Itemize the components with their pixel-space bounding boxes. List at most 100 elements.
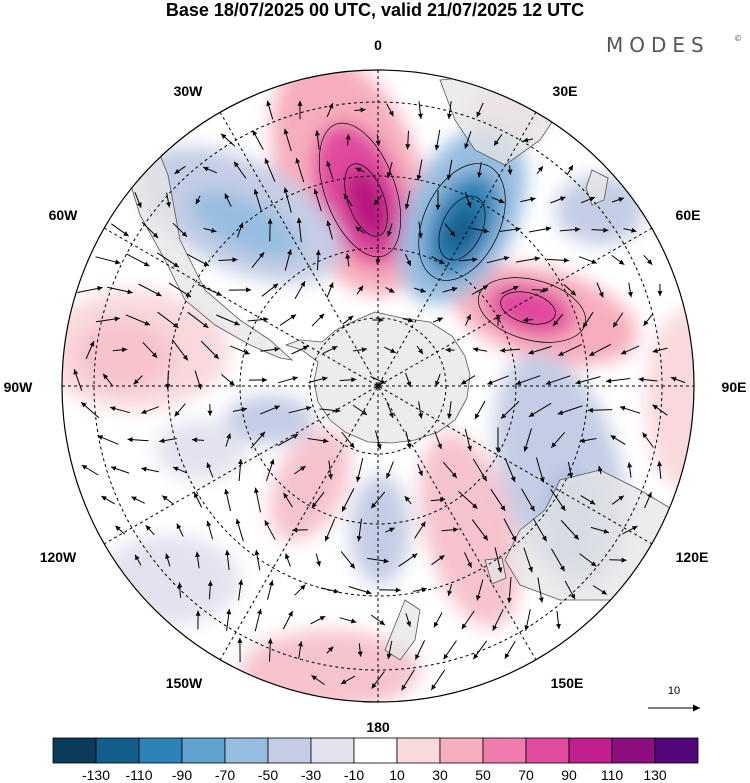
madagascar bbox=[585, 169, 609, 206]
wind-vector-head bbox=[229, 380, 235, 386]
wind-vector-head bbox=[197, 383, 202, 390]
wind-vector-head bbox=[143, 261, 150, 267]
wind-vector-head bbox=[438, 259, 445, 264]
wind-vector-head bbox=[173, 466, 179, 472]
lon-label-120w: 120W bbox=[40, 549, 77, 565]
wind-vector-head bbox=[136, 202, 142, 208]
wind-vector-head bbox=[123, 231, 129, 237]
wind-vector-head bbox=[631, 227, 637, 233]
wind-vector-head bbox=[145, 525, 151, 531]
colorbar-swatch bbox=[52, 737, 97, 764]
wind-vector-head bbox=[295, 158, 301, 164]
wind-vector-head bbox=[670, 376, 677, 382]
wind-vector-head bbox=[203, 166, 209, 172]
wind-vector-head bbox=[328, 282, 334, 288]
lon-label-30w: 30W bbox=[174, 83, 204, 99]
wind-vector-head bbox=[453, 527, 459, 533]
wind-vector-head bbox=[349, 563, 355, 569]
wind-vector-head bbox=[328, 103, 334, 109]
graticule bbox=[62, 70, 694, 702]
wind-vector-head bbox=[224, 489, 230, 495]
wind-vector-head bbox=[283, 128, 289, 135]
colorbar-label: -90 bbox=[172, 767, 192, 783]
lon-label-120e: 120E bbox=[676, 549, 709, 565]
wind-vector-head bbox=[420, 288, 426, 293]
wind-vector-head bbox=[311, 502, 317, 508]
wind-vector-head bbox=[224, 193, 230, 200]
wind-vector-head bbox=[406, 381, 412, 387]
wind-vector-head bbox=[297, 100, 303, 106]
wind-vector-head bbox=[361, 347, 367, 353]
wind-vector-head bbox=[570, 290, 576, 296]
wind-vector-head bbox=[513, 286, 519, 291]
wind-vector-head bbox=[498, 198, 505, 203]
wind-vector-head bbox=[606, 378, 612, 384]
wind-vector-head bbox=[274, 405, 280, 411]
wind-vector-head bbox=[173, 262, 179, 268]
tasmania bbox=[484, 557, 507, 585]
wind-vector-head bbox=[404, 203, 410, 210]
lon-label-30e: 30E bbox=[553, 83, 578, 99]
wind-vectors bbox=[73, 100, 686, 691]
wind-vector-head bbox=[335, 408, 341, 413]
wind-vector-head bbox=[246, 287, 252, 293]
wind-vector-head bbox=[285, 553, 290, 559]
wind-vector-head bbox=[647, 492, 652, 498]
wind-vector-head bbox=[560, 505, 566, 511]
wind-vector-head bbox=[538, 597, 544, 603]
wind-vector-head bbox=[434, 144, 440, 151]
wind-vector-head bbox=[558, 351, 564, 356]
wind-vector-head bbox=[473, 653, 479, 660]
wind-vector-head bbox=[466, 314, 471, 320]
wind-vector-head bbox=[589, 196, 595, 202]
wind-vector-head bbox=[127, 437, 133, 443]
wind-vector-head bbox=[216, 291, 222, 296]
wind-vector-head bbox=[601, 589, 607, 595]
wind-vector-head bbox=[492, 625, 498, 631]
wind-vector-head bbox=[388, 412, 394, 418]
wind-vector-head bbox=[379, 620, 385, 625]
wind-vector-head bbox=[264, 520, 270, 526]
wind-vector-head bbox=[141, 466, 147, 472]
wind-vector-head bbox=[375, 258, 381, 265]
wind-vector-head bbox=[333, 588, 339, 594]
wind-vector-head bbox=[395, 587, 401, 593]
wind-vector-head bbox=[110, 466, 117, 471]
wind-vector-head bbox=[503, 256, 510, 261]
wind-vector-head bbox=[482, 534, 488, 541]
wind-vector-head bbox=[553, 320, 559, 326]
wind-vector-head bbox=[264, 158, 270, 164]
wind-vector-head bbox=[390, 348, 396, 353]
wind-vector-head bbox=[319, 616, 326, 621]
wind-vector-head bbox=[262, 377, 268, 383]
lon-label-180: 180 bbox=[366, 719, 390, 735]
wind-vector-head bbox=[603, 528, 609, 534]
wind-vector-head bbox=[176, 523, 182, 529]
colorbar-label: -70 bbox=[215, 767, 235, 783]
wind-vector-head bbox=[621, 557, 627, 563]
wind-vector-head bbox=[495, 314, 501, 320]
wind-vector-head bbox=[375, 140, 381, 146]
colorbar-swatch bbox=[654, 737, 699, 764]
colorbar-label: 70 bbox=[518, 767, 534, 783]
wind-vector-head bbox=[483, 228, 489, 234]
wind-vector-head bbox=[411, 553, 418, 559]
wind-vector-head bbox=[202, 322, 209, 328]
wind-vector-head bbox=[504, 653, 510, 659]
wind-vector-head bbox=[528, 412, 535, 417]
wind-vector-head bbox=[418, 470, 423, 477]
wind-vector-head bbox=[446, 174, 452, 181]
wind-vector-head bbox=[652, 348, 659, 354]
wind-vector-head bbox=[482, 475, 487, 482]
wind-vector-head bbox=[127, 289, 133, 295]
wind-vector-head bbox=[298, 641, 303, 647]
wind-vector-head bbox=[559, 565, 565, 572]
wind-vector-head bbox=[386, 653, 392, 659]
wind-vector-head bbox=[545, 226, 552, 232]
colorbar-swatch bbox=[224, 737, 269, 764]
wind-vector-head bbox=[631, 526, 638, 531]
lon-label-0: 0 bbox=[374, 37, 382, 53]
wind-vector-head bbox=[244, 349, 250, 355]
wind-vector-head bbox=[221, 133, 227, 139]
wind-vector-head bbox=[494, 140, 499, 146]
